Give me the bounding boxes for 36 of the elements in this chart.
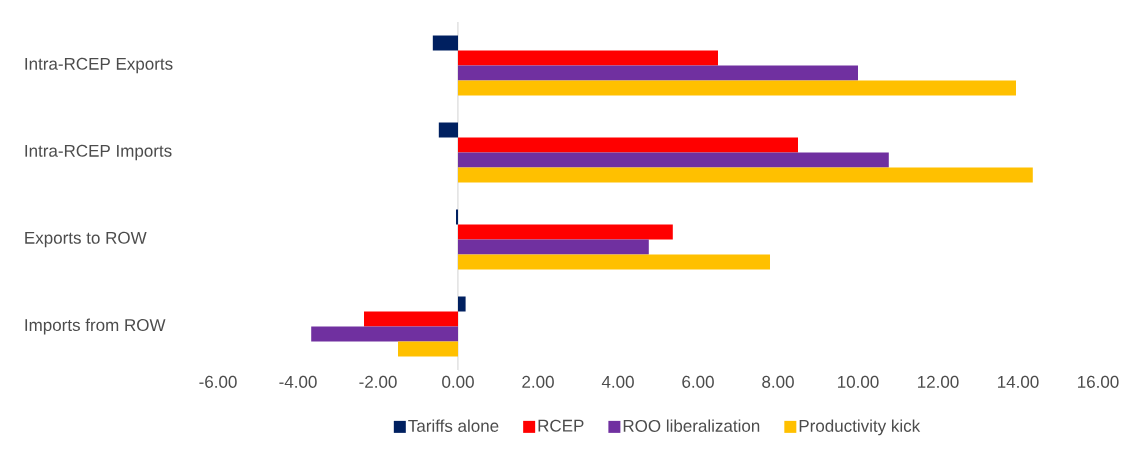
x-tick-label: -4.00 [279, 375, 317, 388]
x-tick-label: 0.00 [442, 375, 474, 388]
bar [458, 152, 889, 168]
bar [458, 296, 466, 312]
legend-label: ROO liberalization [623, 419, 760, 432]
bar [458, 224, 673, 240]
bar [458, 254, 770, 270]
bar [458, 65, 858, 81]
bar [458, 137, 798, 153]
bar [458, 239, 649, 255]
x-tick-label: 4.00 [601, 375, 634, 388]
bar [438, 122, 459, 138]
bar [456, 209, 459, 225]
x-tick-label: -6.00 [199, 375, 237, 388]
x-tick-label: 2.00 [522, 375, 554, 388]
bar [398, 341, 459, 357]
x-tick-label: 8.00 [762, 375, 794, 388]
y-tick-label: Exports to ROW [25, 231, 147, 248]
x-tick-label: 14.00 [998, 375, 1039, 388]
legend-label: Productivity kick [799, 419, 921, 436]
bar [458, 80, 1016, 96]
bar [432, 35, 459, 51]
bar [458, 50, 718, 66]
y-tick-label: Intra-RCEP Exports [25, 57, 173, 74]
x-tick-label: 12.00 [918, 375, 959, 388]
bar [458, 167, 1033, 183]
y-tick-label: Imports from ROW [25, 318, 166, 335]
legend-label: RCEP [538, 419, 584, 432]
bar [364, 311, 459, 327]
x-tick-label: 16.00 [1078, 375, 1119, 388]
x-tick-label: 10.00 [838, 375, 879, 388]
legend-label: Tariffs alone [408, 419, 499, 432]
y-tick-label: Intra-RCEP Imports [25, 144, 172, 161]
x-tick-label: -2.00 [359, 375, 397, 388]
x-tick-label: 6.00 [682, 375, 714, 388]
bar [311, 326, 459, 342]
